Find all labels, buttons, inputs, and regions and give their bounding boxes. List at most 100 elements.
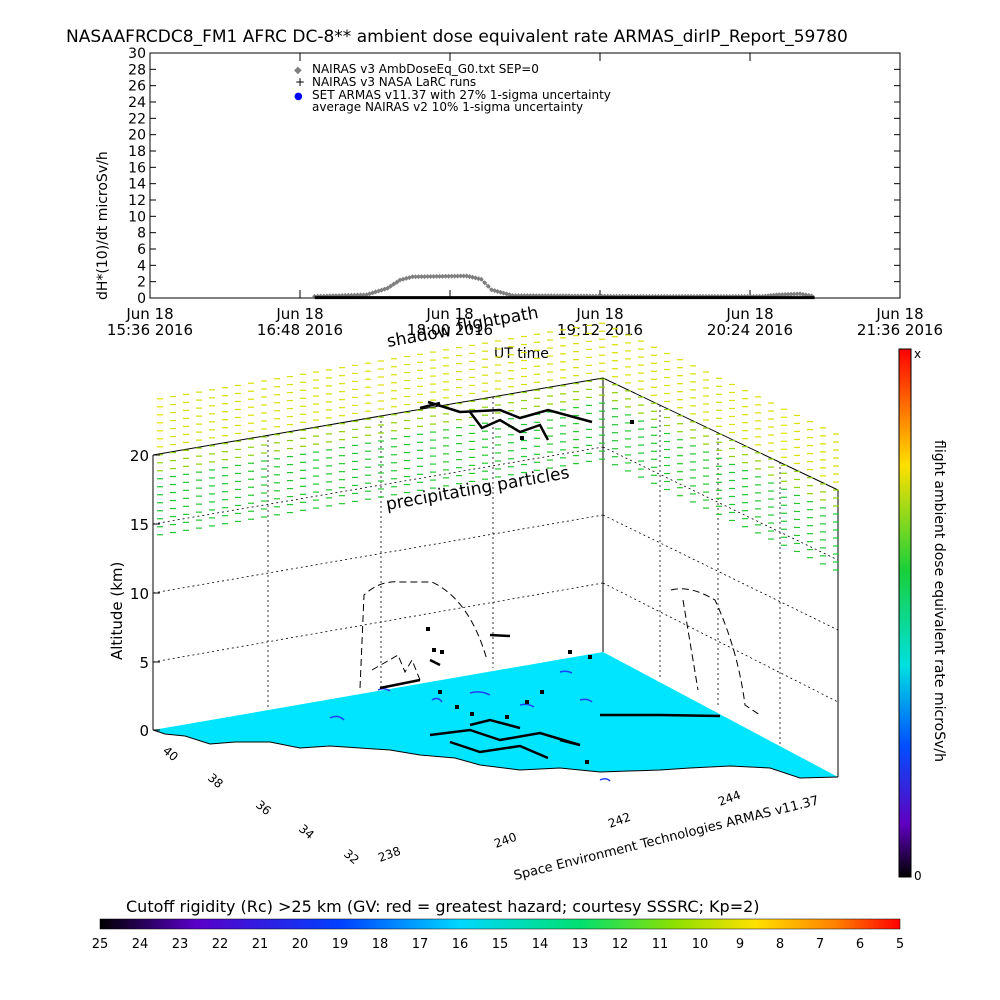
rigidity-gradient	[99, 918, 901, 930]
rigidity-tick-label: 16	[452, 937, 469, 952]
map-floor	[152, 652, 839, 782]
series-point-nairas-g0	[791, 291, 797, 297]
rigidity-tick-label: 9	[736, 937, 744, 952]
longitude-tick-label: 244	[716, 788, 742, 809]
latitude-tick-label: 34	[296, 822, 317, 843]
series-point-nairas-g0	[461, 273, 467, 279]
latitude-tick-label: 32	[341, 847, 362, 868]
series-point-nairas-g0	[422, 274, 428, 280]
altitude-axis-label: Altitude (km)	[108, 562, 126, 660]
series-point-nairas-g0	[440, 273, 446, 279]
y-tick-label: 0	[137, 291, 146, 307]
latitude-tick-label: 36	[253, 798, 274, 819]
cutoff-rigidity-colorbar: Cutoff rigidity (Rc) >25 km (GV: red = g…	[92, 897, 904, 952]
series-point-nairas-g0	[434, 273, 440, 279]
precipitating-particle-markers	[157, 322, 839, 571]
y-tick-label: 18	[128, 144, 146, 160]
y-tick-label: 24	[128, 95, 146, 111]
y-tick-label: 12	[128, 193, 146, 209]
rigidity-tick-label: 21	[252, 937, 269, 952]
colorbar-label: flight ambient dose equivalent rate micr…	[931, 440, 947, 762]
x-tick-label-date: Jun 18	[575, 305, 623, 323]
ocean-region	[153, 652, 838, 778]
chart-title: NASAAFRCDC8_FM1 AFRC DC-8** ambient dose…	[66, 27, 848, 47]
series-point-nairas-g0	[394, 279, 400, 285]
series-point-nairas-g0	[431, 273, 437, 279]
y-tick-label: 28	[128, 62, 146, 78]
series-point-nairas-g0	[482, 280, 488, 286]
colorbar-title: Cutoff rigidity (Rc) >25 km (GV: red = g…	[126, 897, 760, 916]
longitude-tick-label: 238	[376, 844, 402, 865]
series-point-nairas-g0	[437, 273, 443, 279]
series-point-nairas-g0	[785, 291, 791, 297]
y-tick-label: 20	[128, 128, 146, 144]
blue-patches	[329, 670, 611, 782]
series-point-nairas-g0	[455, 273, 461, 279]
series-point-nairas-g0	[388, 283, 394, 289]
rigidity-tick-label: 23	[172, 937, 189, 952]
flightpath-trace	[379, 400, 721, 760]
colorbar-top-label: x	[914, 347, 921, 361]
series-point-nairas-g0	[385, 285, 390, 291]
y-tick-label: 26	[128, 79, 146, 95]
altitude-tick-label: 15	[130, 516, 149, 534]
series-point-nairas-g0	[485, 283, 491, 289]
rigidity-tick-label: 18	[372, 937, 389, 952]
rigidity-tick-label: 17	[412, 937, 429, 952]
x-tick-label-date: Jun 18	[125, 305, 173, 323]
y-tick-label: 14	[128, 177, 146, 193]
rigidity-tick-label: 11	[652, 937, 669, 952]
x-tick-label-time: 21:36 2016	[857, 321, 943, 339]
rigidity-ticks: 25 24 23 22 21 20 19 18 17 16 15 14 13 12 11 10 9 8 7 6 5	[92, 937, 904, 952]
series-point-nairas-g0	[782, 292, 788, 297]
series-point-nairas-g0	[478, 276, 484, 282]
series-layer	[312, 273, 815, 300]
rigidity-tick-label: 5	[896, 937, 904, 952]
y-tick-label: 30	[128, 46, 146, 62]
latitude-tick-label: 38	[205, 771, 226, 792]
series-point-nairas-g0	[416, 274, 422, 280]
series-point-nairas-g0	[452, 273, 458, 279]
series-point-nairas-g0	[788, 291, 794, 297]
rigidity-tick-label: 7	[816, 937, 824, 952]
legend-label-nairas-v2: average NAIRAS v2 10% 1-sigma uncertaint…	[312, 100, 583, 114]
series-point-nairas-g0	[361, 292, 367, 298]
legend-label-nairas-g0: NAIRAS v3 AmbDoseEq_G0.txt SEP=0	[312, 62, 539, 76]
series-point-nairas-g0	[776, 292, 782, 298]
colorbar-bottom-label: 0	[914, 869, 922, 883]
dose-rate-chart: NASAAFRCDC8_FM1 AFRC DC-8** ambient dose…	[66, 27, 943, 362]
series-point-nairas-g0	[425, 274, 431, 280]
x-tick-label-date: Jun 18	[875, 305, 923, 323]
grid-lines	[152, 397, 839, 745]
longitude-tick-label: 240	[492, 830, 518, 851]
series-point-nairas-g0	[794, 291, 800, 297]
series-point-nairas-g0	[391, 281, 397, 287]
y-tick-label: 10	[128, 209, 146, 225]
rigidity-tick-label: 10	[692, 937, 709, 952]
x-tick-label-time: 18:00 2016	[407, 321, 493, 339]
x-tick-label-date: Jun 18	[725, 305, 773, 323]
series-point-nairas-g0	[413, 274, 419, 280]
rigidity-tick-label: 20	[292, 937, 309, 952]
y-tick-label: 16	[128, 160, 146, 176]
legend-label-armas: SET ARMAS v11.37 with 27% 1-sigma uncert…	[312, 88, 611, 102]
longitude-tick-label: 242	[606, 810, 632, 831]
x-tick-label-time: 15:36 2016	[107, 321, 193, 339]
rigidity-tick-label: 6	[856, 937, 864, 952]
rigidity-tick-label: 14	[532, 937, 549, 952]
series-point-nairas-g0	[458, 273, 464, 279]
y-tick-label: 2	[137, 275, 146, 291]
flightpath-blips	[426, 420, 634, 764]
y-axis-label: dH*(10)/dt microSv/h	[95, 151, 111, 300]
series-point-nairas-g0	[443, 273, 449, 279]
legend-label-nairas-larc: NAIRAS v3 NASA LaRC runs	[312, 75, 476, 89]
credit-text: Space Environment Technologies ARMAS v11…	[512, 793, 820, 883]
latitude-ticks: 40 38 36 34 32	[160, 744, 362, 868]
altitude-tick-label: 20	[130, 447, 149, 465]
legend-symbol-dot: ●	[294, 91, 303, 102]
rigidity-tick-label: 15	[492, 937, 509, 952]
y-tick-label: 4	[137, 258, 146, 274]
series-point-nairas-g0	[449, 273, 455, 279]
latitude-tick-label: 40	[160, 744, 181, 765]
